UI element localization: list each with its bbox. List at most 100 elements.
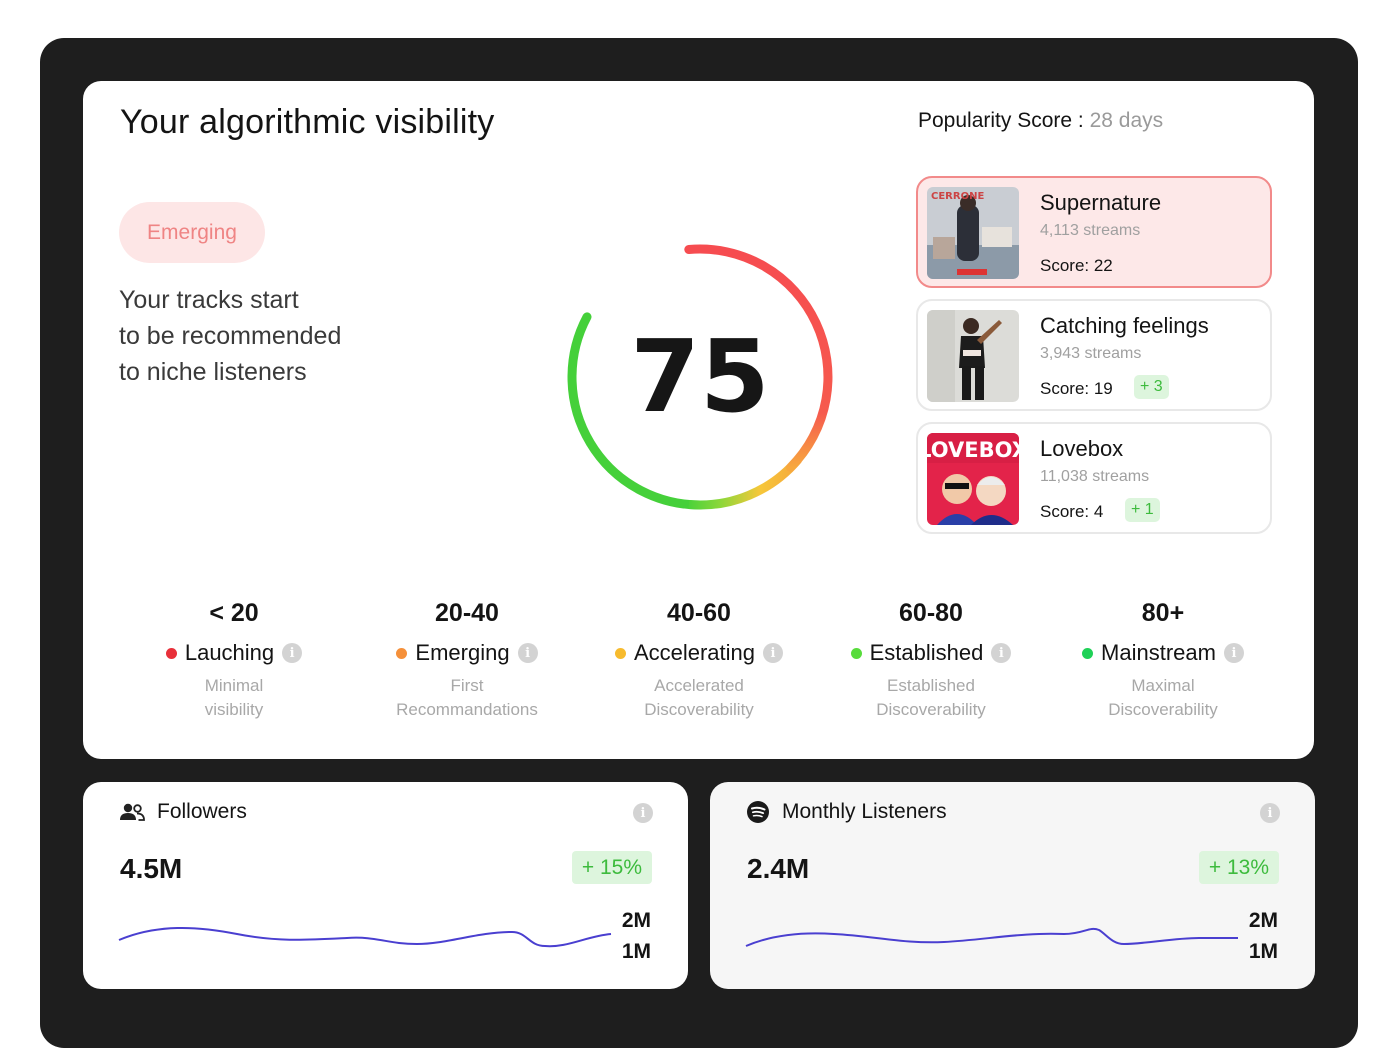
followers-delta: + 15%: [571, 851, 652, 884]
tier-name: Emerging i: [351, 640, 583, 666]
listeners-label: Monthly Listeners: [782, 800, 947, 823]
track-score: Score: 4: [1040, 502, 1104, 521]
tier-accelerating: 40-60 Accelerating i Accelerated Discove…: [583, 599, 815, 722]
track-name: Catching feelings: [1040, 313, 1209, 338]
spotify-icon: [747, 801, 769, 823]
tier-sub-line: Discoverability: [876, 700, 986, 719]
info-icon[interactable]: i: [763, 643, 784, 663]
tier-dot: [396, 647, 408, 659]
axis-label-top: 2M: [621, 909, 651, 932]
album-cover-lovebox: LOVEBOX: [927, 433, 1019, 525]
tier-mainstream: 80+ Mainstream i Maximal Discoverability: [1047, 599, 1279, 722]
listeners-value: 2.4M: [747, 853, 810, 884]
info-icon[interactable]: i: [991, 643, 1012, 663]
track-score-delta: + 1: [1125, 498, 1160, 522]
tier-sub-line: Discoverability: [644, 700, 754, 719]
tier-subtitle: Minimal visibility: [118, 674, 350, 722]
tier-subtitle: Established Discoverability: [815, 674, 1047, 722]
followers-sparkline: [118, 926, 612, 948]
monthly-listeners-card: Monthly Listeners i 2.4M + 13% 2M 1M: [710, 782, 1315, 989]
tier-name: Mainstream i: [1047, 640, 1279, 666]
info-icon[interactable]: i: [282, 643, 303, 663]
score-gauge: 75: [567, 244, 833, 510]
gauge-arc-yellow: [688, 456, 802, 510]
tier-dot: [1082, 647, 1094, 659]
track-list: CERRONE Supernature 4,113 streams Score:…: [916, 176, 1272, 545]
description-line: to be recommended: [119, 322, 342, 350]
tier-range: 80+: [1141, 599, 1185, 627]
tier-range: 40-60: [667, 599, 731, 627]
tier-label: Established: [869, 640, 984, 665]
tier-launching: < 20 Lauching i Minimal visibility: [118, 599, 350, 722]
track-name: Supernature: [1040, 190, 1162, 215]
followers-card: Followers i 4.5M + 15% 2M 1M: [83, 782, 688, 989]
album-cover-catching-feelings: [927, 310, 1019, 402]
tier-dot: [165, 647, 177, 659]
track-card-catching-feelings[interactable]: Catching feelings 3,943 streams Score: 1…: [916, 299, 1272, 411]
tier-sub-line: Established: [887, 676, 975, 695]
tier-sub-line: visibility: [204, 700, 264, 719]
gauge-arc-green: [567, 312, 705, 510]
tier-dot: [614, 647, 626, 659]
tier-dot: [850, 647, 862, 659]
track-score: Score: 22: [1040, 256, 1113, 275]
track-streams: 4,113 streams: [1040, 222, 1141, 239]
track-streams: 11,038 streams: [1040, 468, 1150, 485]
score-value: 75: [630, 318, 769, 435]
tier-sub-line: Maximal: [1131, 676, 1195, 695]
visibility-card: Your algorithmic visibility Popularity S…: [83, 81, 1314, 759]
tier-subtitle: First Recommandations: [351, 674, 583, 722]
tier-label: Accelerating: [633, 640, 756, 665]
tier-label: Mainstream: [1101, 640, 1216, 665]
description-line: to niche listeners: [119, 358, 307, 386]
users-icon: [120, 803, 145, 821]
description-line: Your tracks start: [119, 286, 299, 314]
followers-label: Followers: [157, 800, 247, 823]
gauge-arc-red: [684, 244, 833, 472]
tier-label: Emerging: [415, 640, 510, 665]
axis-label-bottom: 1M: [1248, 940, 1278, 963]
track-card-supernature[interactable]: CERRONE Supernature 4,113 streams Score:…: [916, 176, 1272, 288]
tier-badge: Emerging: [119, 202, 265, 263]
info-icon[interactable]: i: [1260, 803, 1280, 823]
svg-text:LOVEBOX: LOVEBOX: [927, 438, 1019, 462]
track-streams: 3,943 streams: [1040, 345, 1142, 362]
tier-name: Accelerating i: [583, 640, 815, 666]
tier-range: < 20: [209, 599, 259, 627]
axis-label-bottom: 1M: [621, 940, 651, 963]
listeners-delta: + 13%: [1198, 851, 1279, 884]
tier-sub-line: First: [450, 676, 484, 695]
album-cover-supernature: CERRONE: [927, 187, 1019, 279]
tier-subtitle: Accelerated Discoverability: [583, 674, 815, 722]
tier-established: 60-80 Established i Established Discover…: [815, 599, 1047, 722]
track-name: Lovebox: [1040, 436, 1124, 461]
tier-name: Established i: [815, 640, 1047, 666]
tier-sub-line: Accelerated: [654, 676, 744, 695]
track-score: Score: 19: [1040, 379, 1113, 398]
track-score-delta: + 3: [1134, 375, 1169, 399]
tier-emerging: 20-40 Emerging i First Recommandations: [351, 599, 583, 722]
tier-name: Lauching i: [118, 640, 350, 666]
tier-subtitle: Maximal Discoverability: [1047, 674, 1279, 722]
listeners-sparkline: [745, 927, 1238, 947]
info-icon[interactable]: i: [1223, 643, 1244, 663]
track-card-lovebox[interactable]: LOVEBOX Lovebox 11,038 streams Score: 4 …: [916, 422, 1272, 534]
popularity-score-header: Popularity Score : 28 days: [918, 109, 1163, 133]
info-icon[interactable]: i: [633, 803, 653, 823]
followers-header: Followers: [119, 800, 247, 824]
page-title: Your algorithmic visibility: [120, 103, 495, 141]
tier-sub-line: Recommandations: [396, 700, 538, 719]
axis-label-top: 2M: [1248, 909, 1278, 932]
tier-range: 60-80: [899, 599, 963, 627]
followers-value: 4.5M: [120, 853, 183, 884]
info-icon[interactable]: i: [517, 643, 538, 663]
tier-range: 20-40: [435, 599, 499, 627]
listeners-header: Monthly Listeners: [746, 800, 947, 824]
tier-label: Lauching: [184, 640, 275, 665]
tier-description: Your tracks start to be recommended to n…: [119, 282, 419, 390]
tier-sub-line: Discoverability: [1108, 700, 1218, 719]
popularity-score-label: Popularity Score :: [918, 109, 1084, 132]
tier-sub-line: Minimal: [204, 676, 264, 695]
svg-text:CERRONE: CERRONE: [931, 191, 984, 202]
popularity-period[interactable]: 28 days: [1089, 109, 1164, 132]
